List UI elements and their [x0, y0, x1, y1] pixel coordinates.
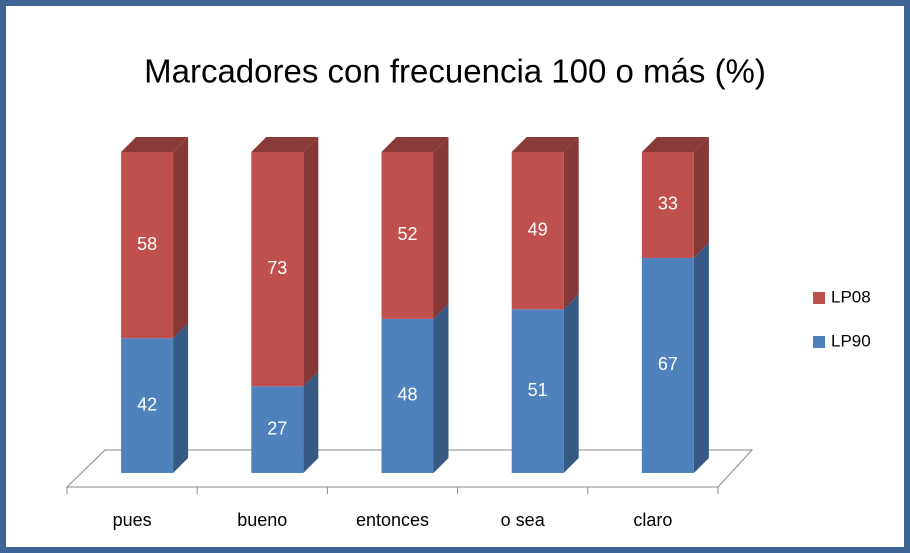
- x-tick-label: pues: [113, 510, 152, 530]
- bar-side: [693, 137, 709, 258]
- bar-side: [563, 137, 579, 310]
- data-label: 67: [658, 354, 678, 374]
- data-label: 33: [658, 194, 678, 214]
- bar: [251, 386, 304, 473]
- bar: [121, 338, 174, 473]
- bar-top: [511, 137, 579, 152]
- legend-swatch: [813, 292, 825, 304]
- bar-side: [563, 294, 579, 473]
- x-tick-label: bueno: [237, 510, 287, 530]
- data-label: 58: [137, 234, 157, 254]
- legend-label: LP90: [831, 331, 871, 350]
- x-tick-label: entonces: [356, 510, 429, 530]
- data-label: 49: [528, 219, 548, 239]
- bar-top: [121, 137, 189, 152]
- bar-top: [381, 137, 449, 152]
- data-label: 52: [397, 224, 417, 244]
- bar-side: [303, 371, 319, 473]
- bar-side: [173, 137, 189, 339]
- data-label: 48: [397, 385, 417, 405]
- bar-side: [693, 242, 709, 473]
- data-label: 51: [528, 380, 548, 400]
- x-tick-label: claro: [633, 510, 672, 530]
- data-label: 73: [267, 258, 287, 278]
- bar-side: [433, 137, 449, 319]
- bar: [511, 152, 564, 310]
- bar-side: [303, 137, 319, 387]
- bar: [641, 152, 694, 258]
- bar: [511, 309, 564, 473]
- bar-side: [433, 303, 449, 473]
- bar-side: [173, 323, 189, 473]
- bar: [251, 152, 304, 387]
- legend-label: LP08: [831, 287, 871, 306]
- bar: [381, 152, 434, 319]
- x-tick-label: o sea: [501, 510, 546, 530]
- data-label: 42: [137, 394, 157, 414]
- bar: [121, 152, 174, 339]
- bar-top: [641, 137, 709, 152]
- bar: [641, 257, 694, 473]
- legend-swatch: [813, 336, 825, 348]
- data-label: 27: [267, 418, 287, 438]
- bar-top: [251, 137, 319, 152]
- chart-title: Marcadores con frecuencia 100 o más (%): [144, 53, 766, 90]
- bar: [381, 318, 434, 473]
